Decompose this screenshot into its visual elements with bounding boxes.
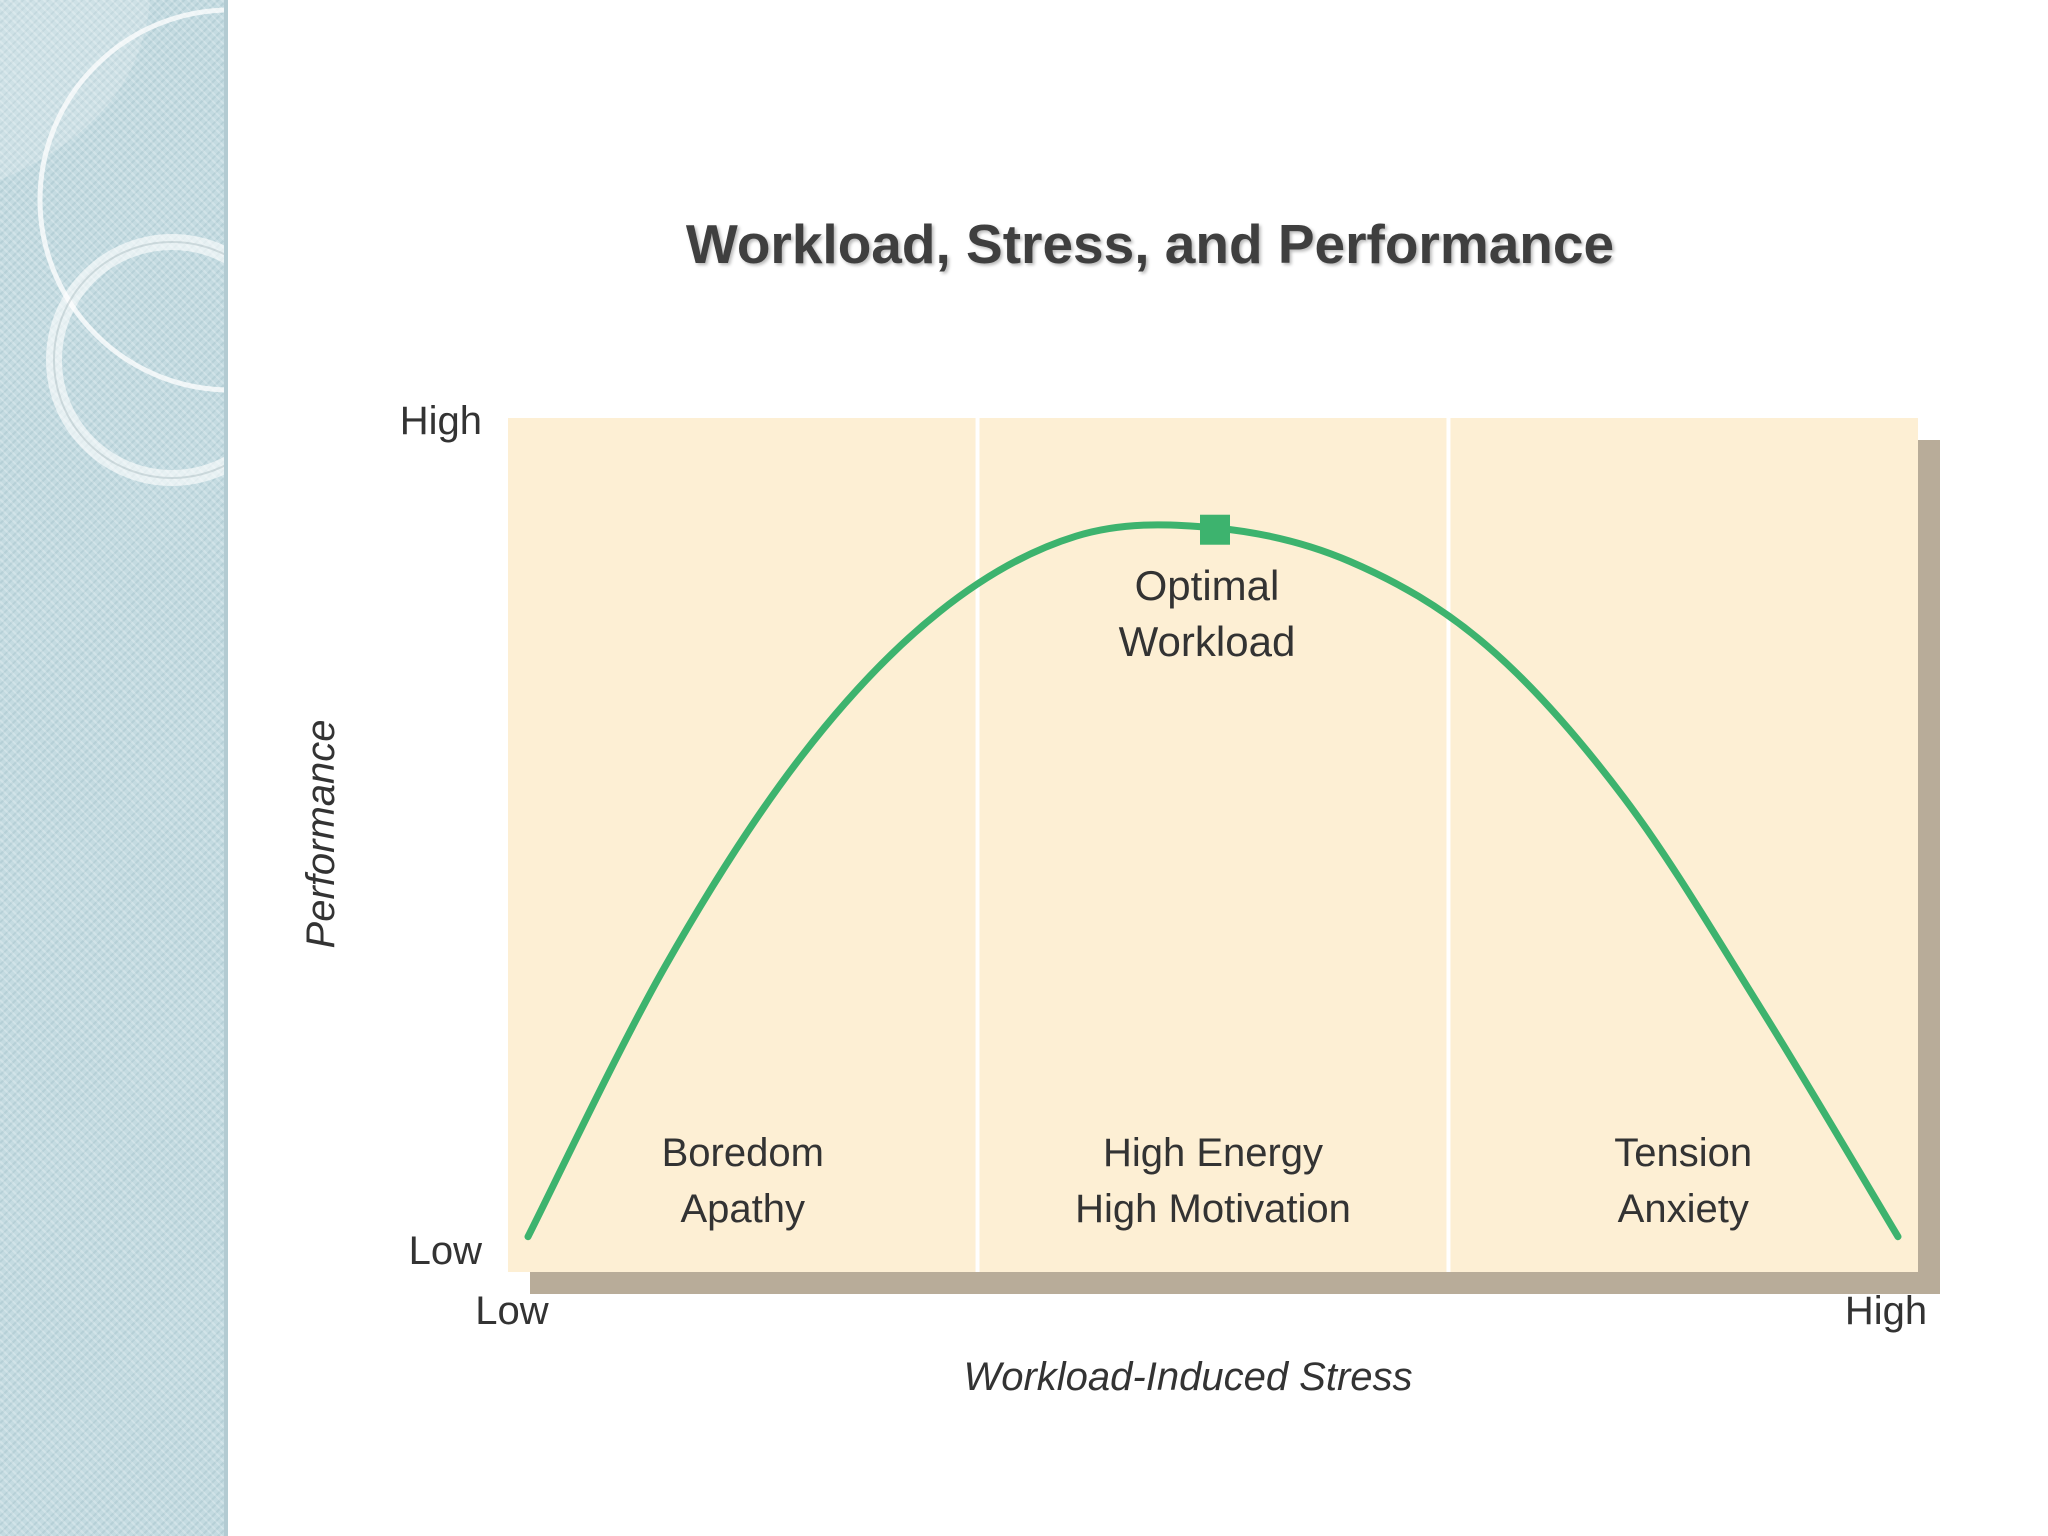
decor-highlight <box>0 0 150 180</box>
region-label: Tension <box>1614 1131 1752 1175</box>
decor-ring <box>46 234 228 486</box>
y-axis-label: Performance <box>299 720 343 949</box>
x-tick-high: High <box>1845 1289 1927 1333</box>
x-tick-low: Low <box>475 1289 548 1333</box>
decor-circle-large <box>37 7 228 393</box>
optimal-workload-label: Optimal <box>1135 562 1280 609</box>
region-label: High Motivation <box>1075 1187 1351 1231</box>
region-label: High Energy <box>1103 1131 1323 1175</box>
region-label: Apathy <box>680 1187 805 1231</box>
y-tick-high: High <box>400 399 482 443</box>
decor-ring-outline <box>53 241 228 479</box>
y-tick-low: Low <box>409 1229 482 1273</box>
optimum-marker <box>1200 514 1230 545</box>
decorative-sidebar <box>0 0 228 1536</box>
region-label: Boredom <box>662 1131 824 1175</box>
region-label: Anxiety <box>1618 1187 1749 1231</box>
x-axis-label: Workload-Induced Stress <box>963 1355 1412 1399</box>
slide-title: Workload, Stress, and Performance <box>685 213 1615 275</box>
sidebar-edge <box>224 0 228 1536</box>
decorative-circles <box>0 0 228 486</box>
optimal-workload-label: Workload <box>1119 618 1296 665</box>
